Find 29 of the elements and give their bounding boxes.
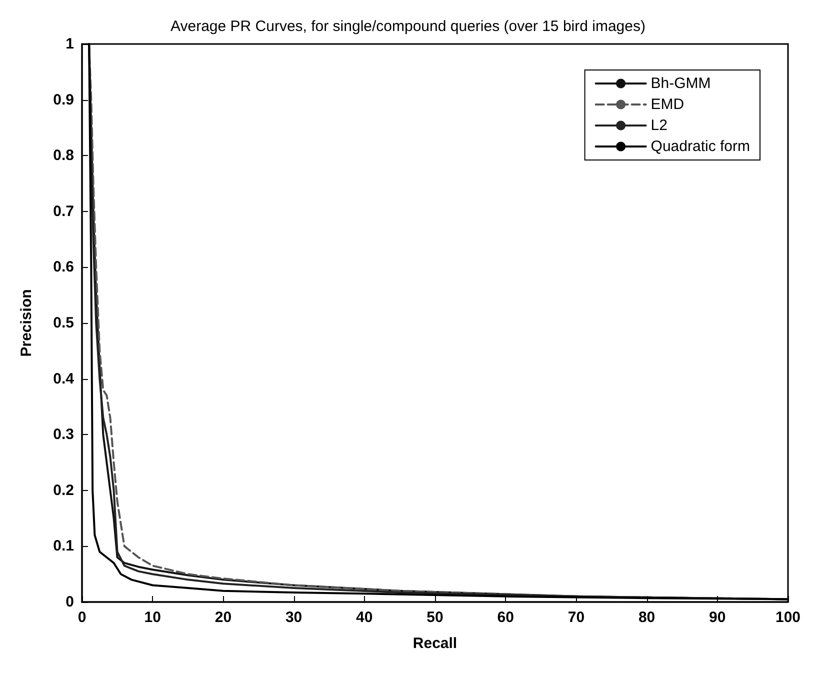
- x-tick-label: 0: [78, 609, 86, 626]
- legend-label: Bh-GMM: [650, 75, 711, 92]
- x-tick-label: 60: [497, 609, 514, 626]
- y-axis-title: Precision: [18, 289, 35, 357]
- x-tick-label: 100: [775, 609, 801, 626]
- x-tick-label: 10: [144, 609, 161, 626]
- y-tick-label: 0.5: [53, 314, 74, 332]
- legend-label: EMD: [650, 96, 684, 113]
- x-tick-label: 90: [709, 609, 726, 626]
- x-tick-label: 70: [568, 609, 585, 626]
- x-tick-label: 40: [356, 609, 373, 626]
- x-tick-label: 80: [638, 609, 656, 626]
- y-tick-label: 0.3: [53, 426, 74, 444]
- x-axis-title: Recall: [412, 635, 458, 652]
- legend-label: L2: [650, 117, 668, 134]
- y-tick-label: 0.8: [53, 147, 74, 164]
- x-tick-label: 30: [285, 609, 302, 626]
- chart-title: Average PR Curves, for single/compound queries (over 15 bird images): [170, 18, 646, 35]
- x-tick-label: 50: [426, 609, 444, 626]
- legend-label: Quadratic form: [650, 138, 750, 155]
- x-tick-label: 20: [214, 609, 232, 626]
- y-tick-label: 0.2: [53, 482, 74, 499]
- y-tick-label: 0.1: [53, 538, 74, 555]
- y-tick-label: 0: [66, 594, 74, 610]
- y-tick-label: 0.9: [53, 91, 74, 108]
- y-tick-label: 0.7: [53, 202, 74, 220]
- y-tick-label: 0.4: [53, 370, 75, 388]
- y-tick-label: 0.6: [53, 258, 74, 276]
- y-tick-label: 1: [66, 36, 74, 52]
